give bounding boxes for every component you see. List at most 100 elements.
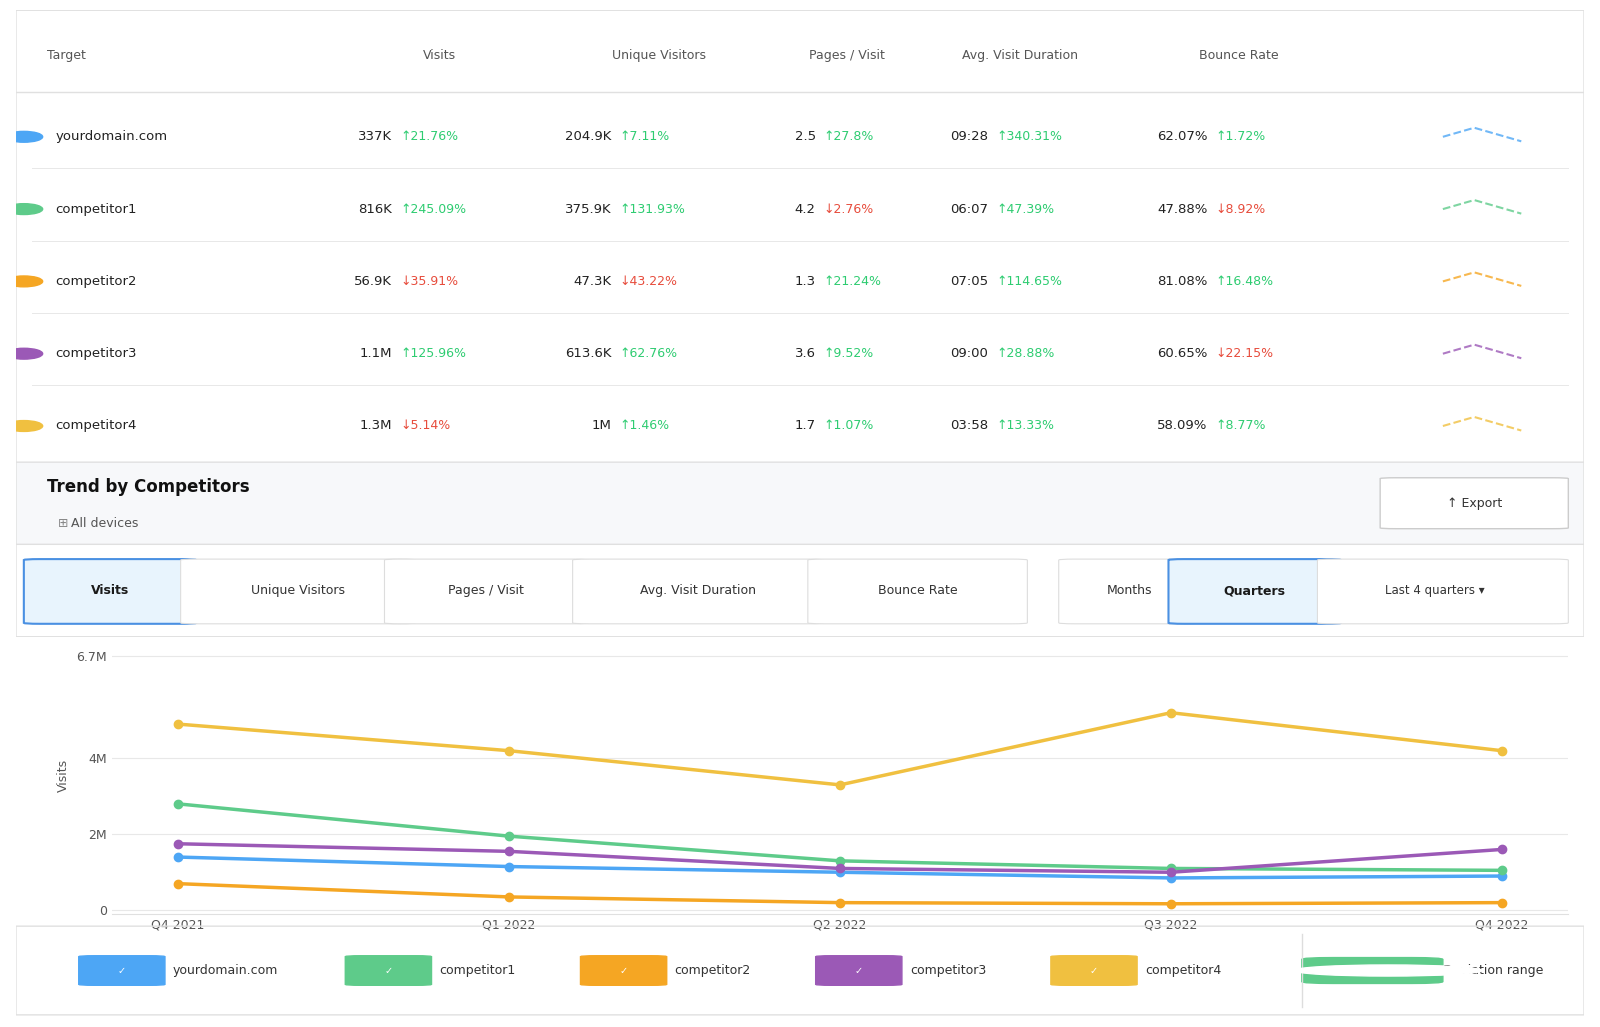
Text: ↑27.8%: ↑27.8% bbox=[824, 130, 874, 144]
FancyBboxPatch shape bbox=[573, 559, 824, 623]
Text: Target: Target bbox=[48, 49, 86, 62]
Text: ↑13.33%: ↑13.33% bbox=[995, 419, 1054, 432]
Text: Pages / Visit: Pages / Visit bbox=[810, 49, 885, 62]
Text: Deviation range: Deviation range bbox=[1443, 964, 1544, 977]
Text: ↑131.93%: ↑131.93% bbox=[619, 202, 685, 216]
Text: ✓: ✓ bbox=[1090, 965, 1098, 976]
Text: Visits: Visits bbox=[422, 49, 456, 62]
Text: 81.08%: 81.08% bbox=[1157, 275, 1208, 288]
Text: Unique Visitors: Unique Visitors bbox=[251, 584, 346, 597]
Text: ↑7.11%: ↑7.11% bbox=[619, 130, 670, 144]
Text: ↑ Export: ↑ Export bbox=[1446, 497, 1502, 509]
Text: ✓: ✓ bbox=[384, 965, 392, 976]
FancyBboxPatch shape bbox=[16, 10, 1584, 462]
Text: Pages / Visit: Pages / Visit bbox=[448, 584, 525, 597]
Circle shape bbox=[5, 348, 43, 359]
Text: 47.3K: 47.3K bbox=[574, 275, 611, 288]
Text: yourdomain.com: yourdomain.com bbox=[173, 964, 278, 977]
Text: 1.7: 1.7 bbox=[795, 419, 816, 432]
Text: ✓: ✓ bbox=[854, 965, 862, 976]
Text: Bounce Rate: Bounce Rate bbox=[878, 584, 957, 597]
Text: Avg. Visit Duration: Avg. Visit Duration bbox=[962, 49, 1077, 62]
Circle shape bbox=[1294, 965, 1482, 976]
FancyBboxPatch shape bbox=[816, 956, 902, 985]
Circle shape bbox=[5, 203, 43, 215]
Text: 816K: 816K bbox=[358, 202, 392, 216]
Text: Months: Months bbox=[1107, 584, 1152, 597]
Text: ↑62.76%: ↑62.76% bbox=[619, 347, 678, 360]
Text: All devices: All devices bbox=[70, 518, 138, 530]
Text: 613.6K: 613.6K bbox=[565, 347, 611, 360]
Y-axis label: Visits: Visits bbox=[56, 759, 69, 792]
Text: 375.9K: 375.9K bbox=[565, 202, 611, 216]
Text: Last 4 quarters ▾: Last 4 quarters ▾ bbox=[1386, 584, 1485, 597]
FancyBboxPatch shape bbox=[1317, 559, 1568, 623]
FancyBboxPatch shape bbox=[581, 956, 667, 985]
Text: ↑125.96%: ↑125.96% bbox=[400, 347, 466, 360]
FancyBboxPatch shape bbox=[1051, 956, 1138, 985]
Text: 60.65%: 60.65% bbox=[1157, 347, 1208, 360]
FancyBboxPatch shape bbox=[1381, 478, 1568, 529]
Text: ↑16.48%: ↑16.48% bbox=[1216, 275, 1274, 288]
Text: ↓43.22%: ↓43.22% bbox=[619, 275, 678, 288]
Text: ↑114.65%: ↑114.65% bbox=[995, 275, 1062, 288]
Text: 56.9K: 56.9K bbox=[354, 275, 392, 288]
Text: Trend by Competitors: Trend by Competitors bbox=[48, 478, 250, 496]
Text: 3.6: 3.6 bbox=[795, 347, 816, 360]
Text: ↑245.09%: ↑245.09% bbox=[400, 202, 466, 216]
Text: competitor2: competitor2 bbox=[675, 964, 750, 977]
Text: ↓5.14%: ↓5.14% bbox=[400, 419, 451, 432]
Text: competitor1: competitor1 bbox=[440, 964, 515, 977]
Circle shape bbox=[5, 276, 43, 287]
Text: 337K: 337K bbox=[358, 130, 392, 144]
FancyBboxPatch shape bbox=[384, 559, 589, 623]
Text: 07:05: 07:05 bbox=[950, 275, 989, 288]
FancyBboxPatch shape bbox=[1302, 957, 1443, 984]
Text: Avg. Visit Duration: Avg. Visit Duration bbox=[640, 584, 757, 597]
Text: 06:07: 06:07 bbox=[950, 202, 989, 216]
Text: competitor4: competitor4 bbox=[1146, 964, 1221, 977]
Text: 1M: 1M bbox=[592, 419, 611, 432]
FancyBboxPatch shape bbox=[181, 559, 416, 623]
Text: competitor4: competitor4 bbox=[54, 419, 136, 432]
Text: Unique Visitors: Unique Visitors bbox=[611, 49, 706, 62]
Text: ↑9.52%: ↑9.52% bbox=[824, 347, 874, 360]
Text: competitor3: competitor3 bbox=[910, 964, 986, 977]
Text: ↑340.31%: ↑340.31% bbox=[995, 130, 1062, 144]
Text: ↑1.72%: ↑1.72% bbox=[1216, 130, 1266, 144]
Text: yourdomain.com: yourdomain.com bbox=[54, 130, 168, 144]
Text: ↓35.91%: ↓35.91% bbox=[400, 275, 458, 288]
Text: competitor2: competitor2 bbox=[54, 275, 136, 288]
Text: ↑21.24%: ↑21.24% bbox=[824, 275, 882, 288]
Text: Quarters: Quarters bbox=[1224, 584, 1286, 597]
Text: 1.3M: 1.3M bbox=[360, 419, 392, 432]
Text: 09:28: 09:28 bbox=[950, 130, 989, 144]
FancyBboxPatch shape bbox=[808, 559, 1027, 623]
Text: competitor1: competitor1 bbox=[54, 202, 136, 216]
Text: 4.2: 4.2 bbox=[795, 202, 816, 216]
FancyBboxPatch shape bbox=[16, 462, 1584, 544]
Text: ✓: ✓ bbox=[619, 965, 627, 976]
Text: ↑47.39%: ↑47.39% bbox=[995, 202, 1054, 216]
Text: 62.07%: 62.07% bbox=[1157, 130, 1208, 144]
Text: Visits: Visits bbox=[91, 584, 130, 597]
Text: ⊞: ⊞ bbox=[58, 518, 69, 530]
Text: 1.1M: 1.1M bbox=[360, 347, 392, 360]
Text: ↑21.76%: ↑21.76% bbox=[400, 130, 458, 144]
Text: ✓: ✓ bbox=[118, 965, 126, 976]
Text: ↓2.76%: ↓2.76% bbox=[824, 202, 874, 216]
Text: ↑28.88%: ↑28.88% bbox=[995, 347, 1054, 360]
FancyBboxPatch shape bbox=[78, 956, 165, 985]
Text: 09:00: 09:00 bbox=[950, 347, 989, 360]
Text: 03:58: 03:58 bbox=[950, 419, 989, 432]
Circle shape bbox=[5, 421, 43, 431]
Text: 2.5: 2.5 bbox=[795, 130, 816, 144]
FancyBboxPatch shape bbox=[1059, 559, 1200, 623]
Text: 204.9K: 204.9K bbox=[565, 130, 611, 144]
FancyBboxPatch shape bbox=[346, 956, 432, 985]
Text: 47.88%: 47.88% bbox=[1157, 202, 1208, 216]
Text: 58.09%: 58.09% bbox=[1157, 419, 1208, 432]
FancyBboxPatch shape bbox=[1168, 559, 1341, 623]
FancyBboxPatch shape bbox=[16, 544, 1584, 637]
Text: 1.3: 1.3 bbox=[795, 275, 816, 288]
